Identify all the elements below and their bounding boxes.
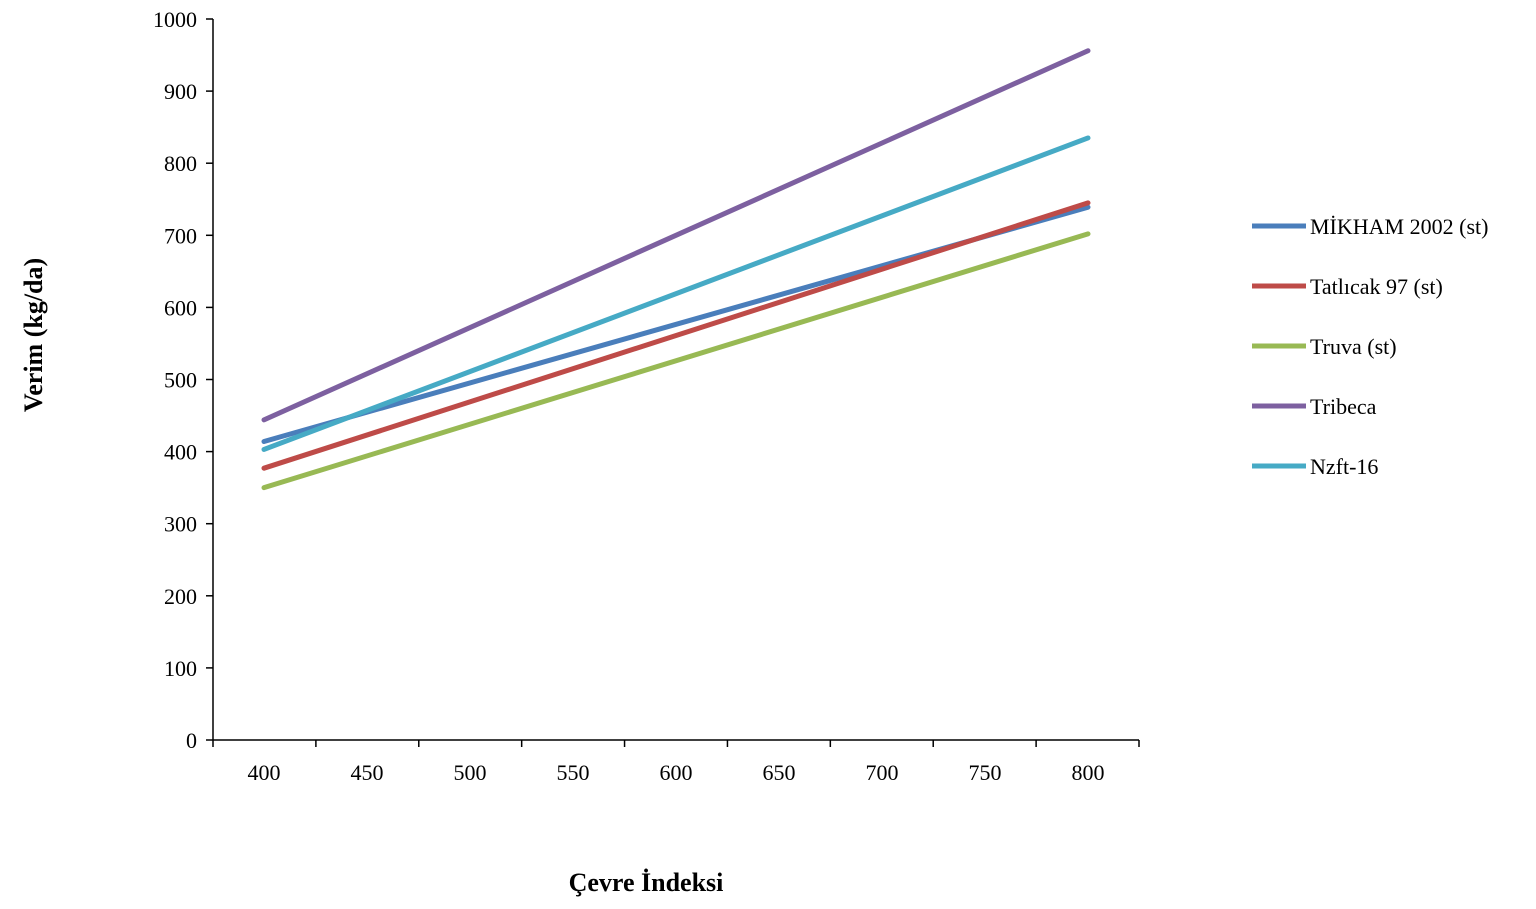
- legend-label: Nzft-16: [1310, 454, 1378, 479]
- y-tick-label: 100: [164, 656, 197, 681]
- x-tick-label: 500: [454, 760, 487, 785]
- x-axis-title: Çevre İndeksi: [569, 868, 724, 897]
- x-tick-label: 400: [248, 760, 281, 785]
- y-tick-label: 800: [164, 151, 197, 176]
- series-line-2: [261, 200, 1091, 471]
- x-tick-label: 800: [1072, 760, 1105, 785]
- x-tick-label: 550: [557, 760, 590, 785]
- x-tick-label: 750: [969, 760, 1002, 785]
- y-tick-label: 700: [164, 223, 197, 248]
- x-tick-label: 650: [763, 760, 796, 785]
- y-tick-label: 900: [164, 79, 197, 104]
- y-tick-label: 600: [164, 295, 197, 320]
- series-line-4: [261, 48, 1091, 423]
- series-line-5: [261, 135, 1091, 452]
- legend-label: Tatlıcak 97 (st): [1310, 274, 1443, 299]
- y-axis-title: Verim (kg/da): [19, 258, 48, 412]
- legend-label: Tribeca: [1310, 394, 1377, 419]
- legend-label: MİKHAM 2002 (st): [1310, 214, 1488, 239]
- y-tick-label: 500: [164, 368, 197, 393]
- y-tick-label: 300: [164, 512, 197, 537]
- legend-label: Truva (st): [1310, 334, 1397, 359]
- x-tick-label: 700: [866, 760, 899, 785]
- x-tick-label: 450: [351, 760, 384, 785]
- y-tick-label: 200: [164, 584, 197, 609]
- y-tick-label: 400: [164, 440, 197, 465]
- x-tick-label: 600: [660, 760, 693, 785]
- y-tick-label: 0: [186, 728, 197, 753]
- y-tick-label: 1000: [153, 7, 197, 32]
- series-line-3: [261, 231, 1091, 491]
